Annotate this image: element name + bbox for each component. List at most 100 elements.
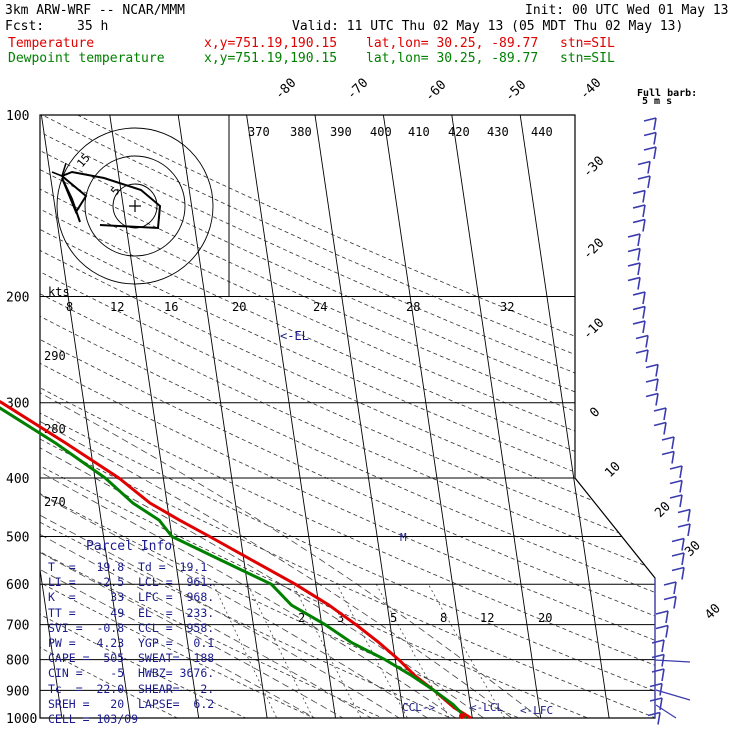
temp-latlon: lat,lon= 30.25, -89.77 bbox=[366, 36, 539, 51]
dry-adiabat bbox=[40, 115, 481, 718]
pressure-tick-label: 100 bbox=[6, 109, 29, 124]
isotherm-label: 0 bbox=[587, 405, 603, 421]
moist-adiabat bbox=[40, 296, 475, 718]
wind-barb bbox=[649, 682, 663, 696]
isotherm-line bbox=[40, 115, 65, 718]
temperature-scale-label: 8 bbox=[66, 300, 73, 314]
temperature-scale-label: 32 bbox=[500, 300, 514, 314]
pressure-tick-label: 300 bbox=[6, 397, 29, 412]
pressure-tick-label: 400 bbox=[6, 472, 29, 487]
isotherm-label: -50 bbox=[502, 78, 529, 105]
surface-parcel-marker bbox=[459, 713, 465, 719]
pressure-tick-label: 200 bbox=[6, 291, 29, 306]
dry-adiabat bbox=[40, 115, 551, 718]
isotherm-line bbox=[314, 115, 407, 718]
moist-adiabat bbox=[40, 296, 557, 718]
wind-barb bbox=[655, 610, 669, 624]
wind-barb bbox=[663, 595, 677, 609]
wind-barb bbox=[635, 334, 649, 348]
dry-adiabat bbox=[40, 115, 412, 718]
pressure-tick-label: 1000 bbox=[6, 712, 37, 727]
isotherm-label: -80 bbox=[272, 76, 299, 103]
mixing-ratio-label: 2 bbox=[298, 611, 305, 625]
isotherm-label: 10 bbox=[602, 459, 624, 481]
pressure-tick-label: 600 bbox=[6, 578, 29, 593]
wind-barb bbox=[643, 131, 657, 145]
mixing-ratio-label: 8 bbox=[440, 611, 447, 625]
lfc-annotation: <-LFC bbox=[520, 704, 553, 717]
mixing-ratio-line bbox=[336, 584, 415, 718]
wind-barb bbox=[677, 508, 691, 522]
wind-barb bbox=[635, 349, 649, 363]
parcel-info-row: SREH = 20 LAPSE= 6.2 bbox=[48, 696, 215, 711]
hodograph-trace bbox=[60, 170, 162, 230]
wind-barb bbox=[627, 247, 641, 261]
lcl-annotation: <-LCL bbox=[470, 701, 503, 714]
hodograph-center bbox=[129, 200, 141, 212]
wind-barb bbox=[669, 465, 683, 479]
dry-adiabat bbox=[40, 115, 655, 718]
dew-xy: x,y=751.19,190.15 bbox=[204, 51, 338, 66]
wind-barb bbox=[632, 305, 646, 319]
dry-adiabat bbox=[40, 115, 655, 718]
wind-barb bbox=[661, 450, 675, 464]
wind-barb-cluster bbox=[654, 578, 691, 719]
wind-barb bbox=[671, 566, 685, 580]
wind-barb bbox=[627, 233, 641, 247]
isotherm-line bbox=[382, 115, 475, 718]
wind-barb bbox=[653, 407, 667, 421]
mixing-ratio-label: 3 bbox=[337, 611, 344, 625]
dry-adiabat bbox=[40, 115, 655, 718]
valid-time: Valid: 11 UTC Thu 02 May 13 (05 MDT Thu … bbox=[292, 19, 684, 34]
theta-label: 370 bbox=[248, 125, 270, 139]
isotherm-line bbox=[519, 115, 612, 718]
wind-barb bbox=[661, 436, 675, 450]
hodograph-ring bbox=[112, 183, 158, 229]
isotherm-label: -40 bbox=[577, 76, 604, 103]
model-title: 3km ARW-WRF -- NCAR/MMM bbox=[5, 3, 186, 18]
hodograph-ring bbox=[56, 127, 214, 285]
moist-adiabat bbox=[40, 296, 393, 718]
parcel-info-row: K = 33 LFC = 968. bbox=[48, 590, 215, 605]
theta-label: 390 bbox=[330, 125, 352, 139]
mixing-ratio-label: 12 bbox=[480, 611, 494, 625]
mixing-ratio-line bbox=[213, 584, 284, 718]
temperature-scale-label: 16 bbox=[164, 300, 178, 314]
wind-barb bbox=[632, 189, 646, 203]
isotherm-line bbox=[109, 115, 202, 718]
mixing-ratio-label: 5 bbox=[390, 611, 397, 625]
wind-barb bbox=[627, 276, 641, 290]
legend-dewpoint: Dewpoint temperature bbox=[8, 51, 165, 66]
isotherm-label: -70 bbox=[344, 76, 371, 103]
mixing-ratio-line bbox=[247, 584, 320, 718]
wind-barb bbox=[645, 363, 659, 377]
moist-adiabat bbox=[40, 296, 530, 718]
parcel-info-row: CIN = -5 HWBZ= 3676. bbox=[48, 666, 215, 681]
parcel-info-row: PW = 4.23 YGP = 0.1 bbox=[48, 636, 215, 650]
wind-barb bbox=[651, 639, 665, 653]
dry-adiabat bbox=[40, 115, 655, 718]
dew-latlon: lat,lon= 30.25, -89.77 bbox=[366, 51, 539, 66]
temperature-scale-label: 12 bbox=[110, 300, 124, 314]
isotherm-label: -20 bbox=[580, 236, 607, 263]
isotherm-label: 40 bbox=[702, 601, 724, 623]
legend-temperature: Temperature bbox=[8, 36, 95, 51]
ccl-annotation: CCL-> bbox=[402, 701, 435, 714]
theta-label: 410 bbox=[408, 125, 430, 139]
wind-barb bbox=[645, 392, 659, 406]
parcel-info-row: CAPE = 505 SWEAT= 188 bbox=[48, 651, 215, 666]
parcel-info-title: Parcel Info bbox=[86, 539, 173, 554]
parcel-info-row: CELL = 103/09 bbox=[48, 712, 139, 726]
moist-adiabat bbox=[40, 296, 448, 718]
mixing-ratio-label: 20 bbox=[538, 611, 552, 625]
temp-station: stn=SIL bbox=[560, 36, 615, 51]
moist-adiabat bbox=[40, 296, 338, 718]
barb-legend-value: 5 m s bbox=[642, 96, 672, 107]
theta-side-label: 290 bbox=[44, 349, 66, 363]
wind-barb bbox=[643, 117, 657, 131]
wind-barb bbox=[669, 479, 683, 493]
dry-adiabat bbox=[40, 115, 655, 718]
dry-adiabat bbox=[40, 115, 655, 718]
el-annotation: <-EL bbox=[280, 329, 309, 343]
